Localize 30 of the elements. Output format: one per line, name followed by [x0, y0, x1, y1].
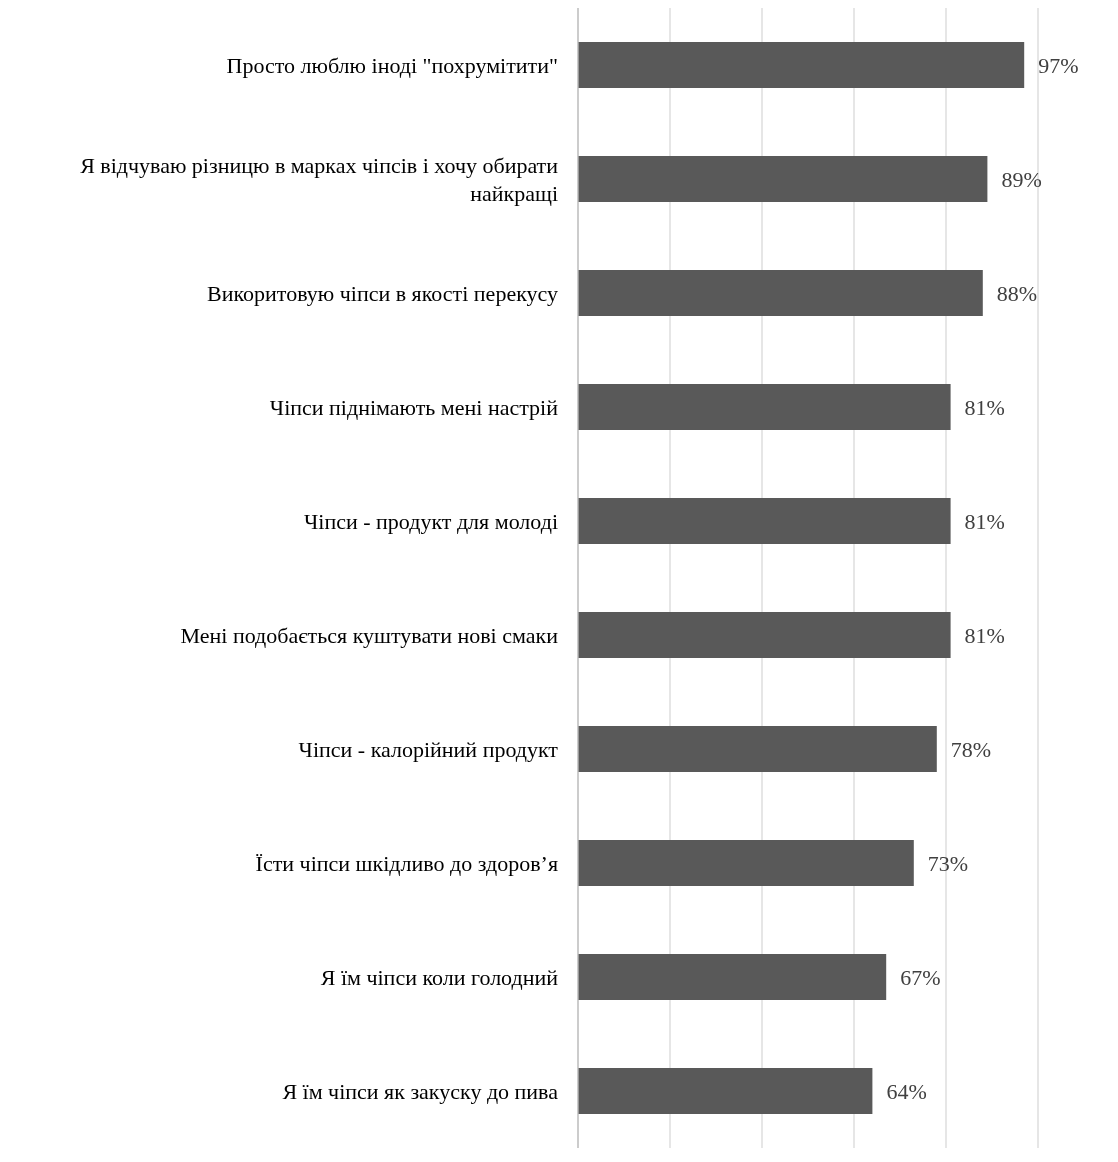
y-tick-label: Чіпси - продукт для молоді: [304, 508, 558, 534]
data-label: 81%: [964, 622, 1005, 648]
bar: [578, 612, 951, 658]
bar: [578, 840, 914, 886]
y-tick-label: Я їм чіпси як закуску до пива: [282, 1078, 559, 1104]
bar: [578, 1068, 873, 1114]
bar: [578, 498, 951, 544]
data-label: 78%: [950, 736, 992, 762]
y-tick-label: Чіпси - калорійний продукт: [298, 736, 559, 762]
bar: [578, 156, 988, 202]
data-label: 64%: [886, 1078, 927, 1104]
bar: [578, 726, 937, 772]
bar: [578, 384, 951, 430]
data-label: 97%: [1038, 52, 1079, 78]
data-label: 81%: [964, 508, 1005, 534]
y-tick-label: Я відчуваю різницю в марках чіпсів і хочу обирати найкращі: [80, 152, 559, 206]
y-tick-label: Я їм чіпси коли голодний: [320, 964, 559, 990]
y-tick-label: Викоритовую чіпси в якості перекусу: [207, 280, 558, 306]
y-tick-label: Просто люблю іноді "похрумітити": [226, 52, 558, 78]
bar: [578, 42, 1025, 88]
bar: [578, 954, 887, 1000]
y-tick-label: Їсти чіпси шкідливо до здоров’я: [255, 850, 558, 876]
bar: [578, 270, 983, 316]
y-tick-label: Мені подобається куштувати нові смаки: [180, 622, 559, 648]
data-label: 67%: [900, 964, 941, 990]
y-tick-label: Чіпси піднімають мені настрій: [269, 394, 559, 420]
data-label: 81%: [964, 394, 1005, 420]
data-label: 89%: [1001, 166, 1042, 192]
data-label: 73%: [927, 850, 969, 876]
data-label: 88%: [996, 280, 1038, 306]
